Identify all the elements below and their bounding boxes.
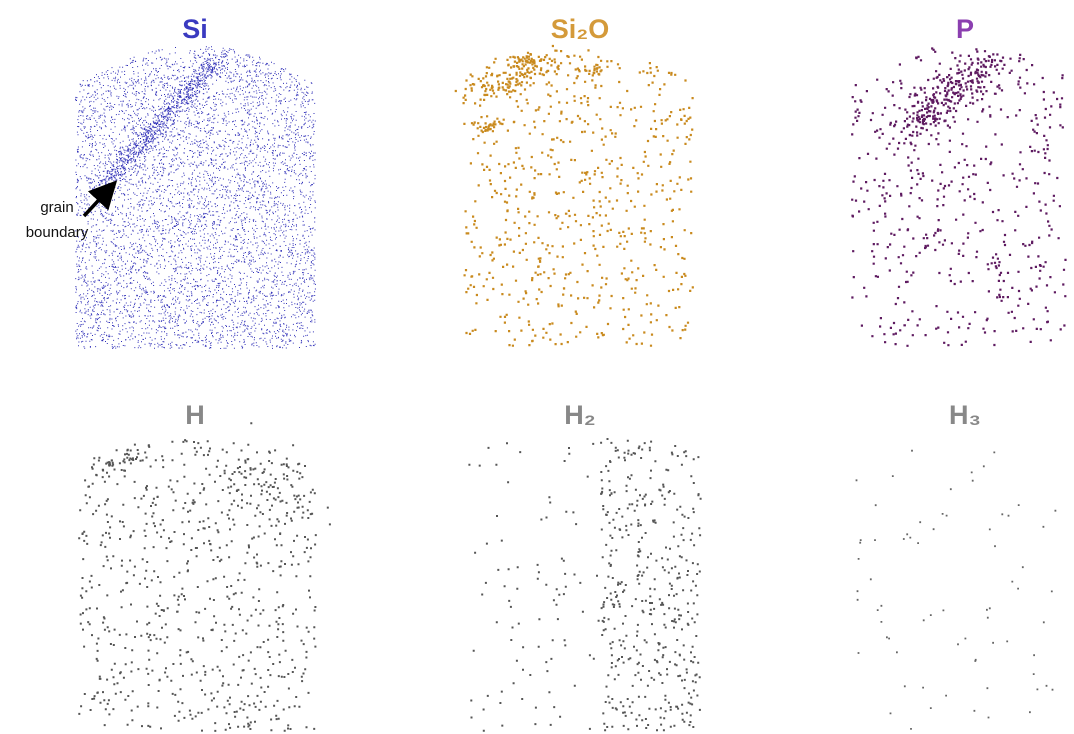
panel-title: Si₂O — [551, 14, 610, 44]
panel-title: H₃ — [949, 400, 981, 430]
point-cloud — [851, 47, 1067, 347]
annotation: boundary — [26, 224, 89, 241]
point-cloud — [78, 422, 331, 732]
point-cloud — [75, 46, 316, 349]
point-clouds — [75, 45, 1067, 732]
panel-title: Si — [182, 14, 208, 44]
panel-title: H — [185, 400, 205, 430]
point-cloud — [455, 45, 694, 347]
annotation: grain — [40, 199, 73, 216]
panel-title: P — [956, 14, 974, 44]
point-cloud — [468, 438, 701, 732]
point-cloud — [856, 450, 1057, 730]
figure: Si Si₂O P H H₂ H₃ grain boundary — [0, 0, 1074, 734]
panel-title: H₂ — [564, 400, 596, 430]
